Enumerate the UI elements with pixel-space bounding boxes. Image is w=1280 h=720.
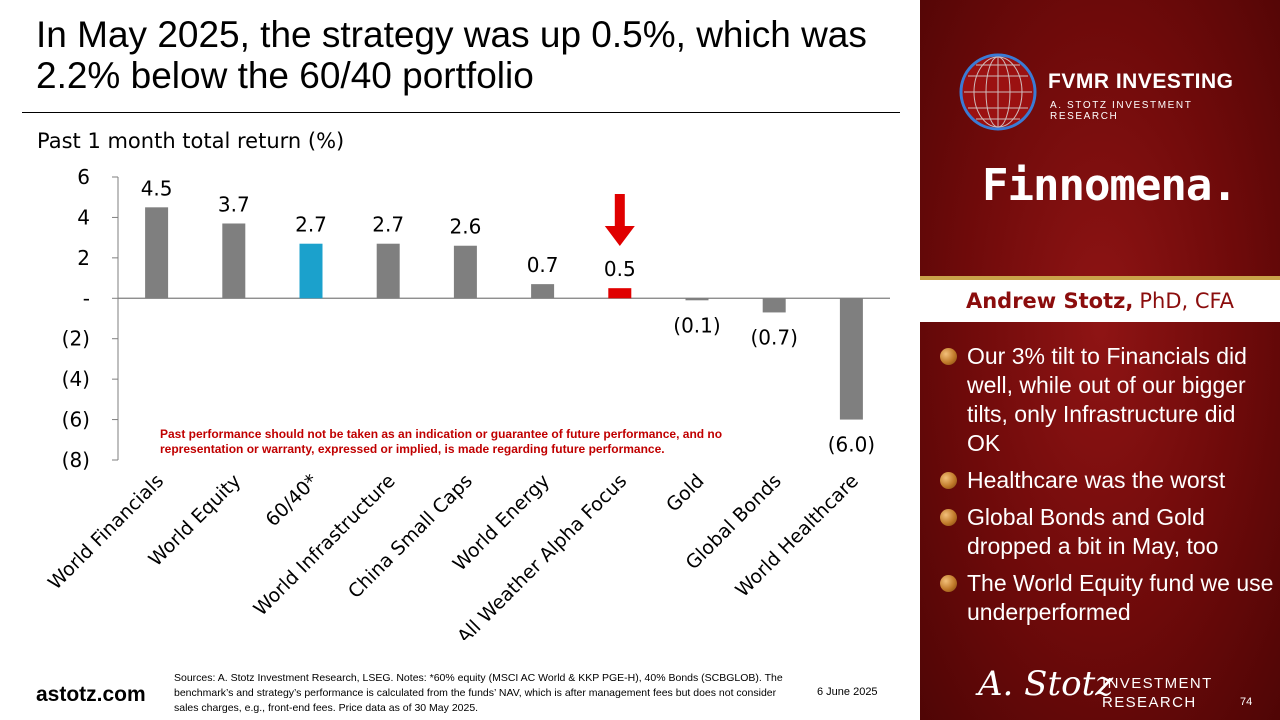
ir-line-1: INVESTMENT: [1102, 675, 1213, 692]
disclaimer-text: Past performance should not be taken as …: [160, 427, 723, 456]
data-label: (0.7): [750, 325, 797, 349]
bullet-icon: [940, 348, 957, 365]
bar: [376, 243, 400, 299]
signature-logo: A. Stotz: [978, 664, 1114, 704]
brand-subtitle: A. STOTZ INVESTMENT RESEARCH: [1050, 100, 1193, 122]
bar: [608, 288, 632, 299]
brand-logo: FVMR INVESTING A. STOTZ INVESTMENT RESEA…: [958, 52, 1258, 132]
data-label: (0.1): [673, 313, 720, 337]
y-tick-label: (4): [62, 367, 90, 391]
bullet-item: Global Bonds and Gold dropped a bit in M…: [938, 503, 1274, 561]
bullet-text: Global Bonds and Gold dropped a bit in M…: [967, 504, 1219, 559]
investment-research-label: INVESTMENT RESEARCH: [1102, 674, 1213, 712]
data-label: 4.5: [141, 176, 173, 200]
y-tick-label: 4: [77, 205, 90, 229]
bar: [299, 243, 323, 299]
data-label: 0.7: [527, 253, 559, 277]
presenter-name: Andrew Stotz,: [965, 289, 1134, 313]
bullet-item: The World Equity fund we use underperfor…: [938, 569, 1274, 627]
data-label: 0.5: [604, 257, 636, 281]
bar: [685, 298, 709, 301]
bar: [531, 284, 555, 299]
footer-sources: Sources: A. Stotz Investment Research, L…: [174, 672, 783, 714]
globe-icon: [959, 53, 1037, 131]
presenter-credentials: PhD, CFA: [1139, 289, 1235, 313]
bar: [839, 298, 863, 420]
bullet-icon: [940, 509, 957, 526]
footer-url[interactable]: astotz.com: [36, 683, 146, 706]
y-tick-label: (8): [62, 448, 90, 472]
presenter-bar: Andrew Stotz, PhD, CFA: [920, 276, 1280, 322]
category-label: Gold: [662, 470, 708, 516]
category-label: World Financials: [44, 470, 168, 594]
y-tick-label: 2: [77, 246, 90, 270]
down-arrow-icon: [604, 194, 635, 246]
page-number: 74: [1240, 696, 1253, 708]
data-label: 2.7: [295, 213, 327, 237]
chart-title: Past 1 month total return (%): [37, 129, 345, 153]
y-tick-label: -: [83, 286, 90, 310]
bullet-list: Our 3% tilt to Financials did well, whil…: [938, 342, 1274, 635]
sidebar: FVMR INVESTING A. STOTZ INVESTMENT RESEA…: [920, 0, 1280, 720]
category-label: World Infrastructure: [249, 470, 399, 620]
bar: [145, 207, 169, 299]
brand-name: FVMR INVESTING: [1048, 70, 1234, 93]
bullet-text: Healthcare was the worst: [967, 467, 1226, 493]
data-label: 3.7: [218, 192, 250, 216]
bullet-text: Our 3% tilt to Financials did well, whil…: [967, 343, 1247, 456]
data-label: (6.0): [828, 433, 875, 457]
partner-logo: Finnomena.: [982, 160, 1238, 211]
y-tick-label: 6: [77, 165, 90, 189]
slide-title: In May 2025, the strategy was up 0.5%, w…: [36, 14, 867, 96]
bullet-icon: [940, 575, 957, 592]
ir-line-2: RESEARCH: [1102, 694, 1197, 711]
bullet-text: The World Equity fund we use underperfor…: [967, 570, 1274, 625]
category-label: 60/40*: [262, 470, 323, 531]
y-tick-label: (2): [62, 327, 90, 351]
bar-chart: 6 4 2 - (2) (4) (6) (8) 4.5 World Financials 3.7 Wo…: [44, 165, 890, 640]
footer-date: 6 June 2025: [817, 686, 878, 698]
y-tick-label: (6): [62, 408, 90, 432]
bullet-item: Our 3% tilt to Financials did well, whil…: [938, 342, 1274, 458]
data-label: 2.6: [449, 215, 481, 239]
title-rule: [22, 112, 900, 113]
bullet-item: Healthcare was the worst: [938, 466, 1274, 495]
bullet-icon: [940, 472, 957, 489]
data-label: 2.7: [372, 213, 404, 237]
bar: [222, 223, 246, 299]
bar: [762, 298, 786, 313]
bar: [453, 245, 477, 299]
